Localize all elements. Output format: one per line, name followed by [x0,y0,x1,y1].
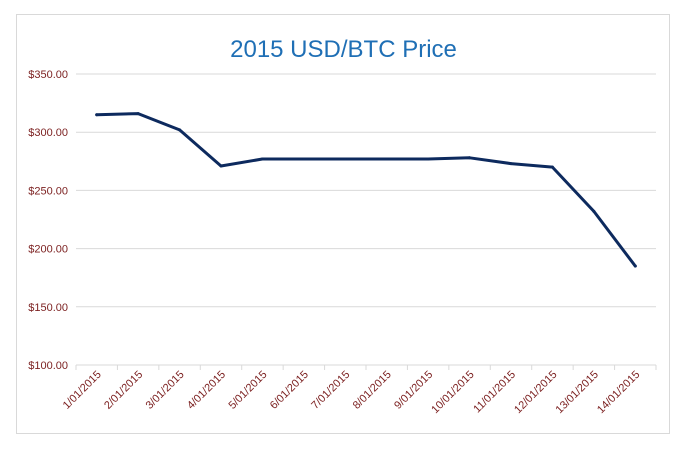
data-point [426,157,430,161]
x-tick-label: 14/01/2015 [595,369,642,416]
data-point [592,209,596,213]
x-tick-label: 8/01/2015 [351,369,394,412]
x-tick-label: 12/01/2015 [512,369,559,416]
x-tick-label: 13/01/2015 [554,369,601,416]
x-tick-label: 5/01/2015 [226,369,269,412]
data-point [468,156,472,160]
y-tick-label: $150.00 [28,302,68,314]
data-point [385,157,389,161]
series-line [95,112,637,268]
x-tick-label: 3/01/2015 [144,369,187,412]
data-point [260,157,264,161]
chart-title: 2015 USD/BTC Price [230,36,457,63]
x-tick-label: 7/01/2015 [309,369,352,412]
x-tick-label: 1/01/2015 [61,369,104,412]
data-point [302,157,306,161]
x-tick-label: 2/01/2015 [102,369,145,412]
x-tick-label: 6/01/2015 [268,369,311,412]
y-tick-label: $250.00 [28,185,68,197]
y-tick-label: $100.00 [28,360,68,372]
data-point [633,264,637,268]
data-point [509,162,513,166]
x-tick-label: 11/01/2015 [471,369,518,416]
data-point [95,113,99,117]
x-tick-label: 4/01/2015 [185,369,228,412]
x-tick-label: 9/01/2015 [392,369,435,412]
chart-frame [16,14,670,434]
data-point [178,128,182,132]
data-point [550,165,554,169]
data-point [136,112,140,116]
x-tick-label: 10/01/2015 [429,369,476,416]
y-tick-label: $350.00 [28,69,68,81]
data-point [219,164,223,168]
y-tick-label: $200.00 [28,244,68,256]
y-tick-label: $300.00 [28,127,68,139]
data-point [343,157,347,161]
